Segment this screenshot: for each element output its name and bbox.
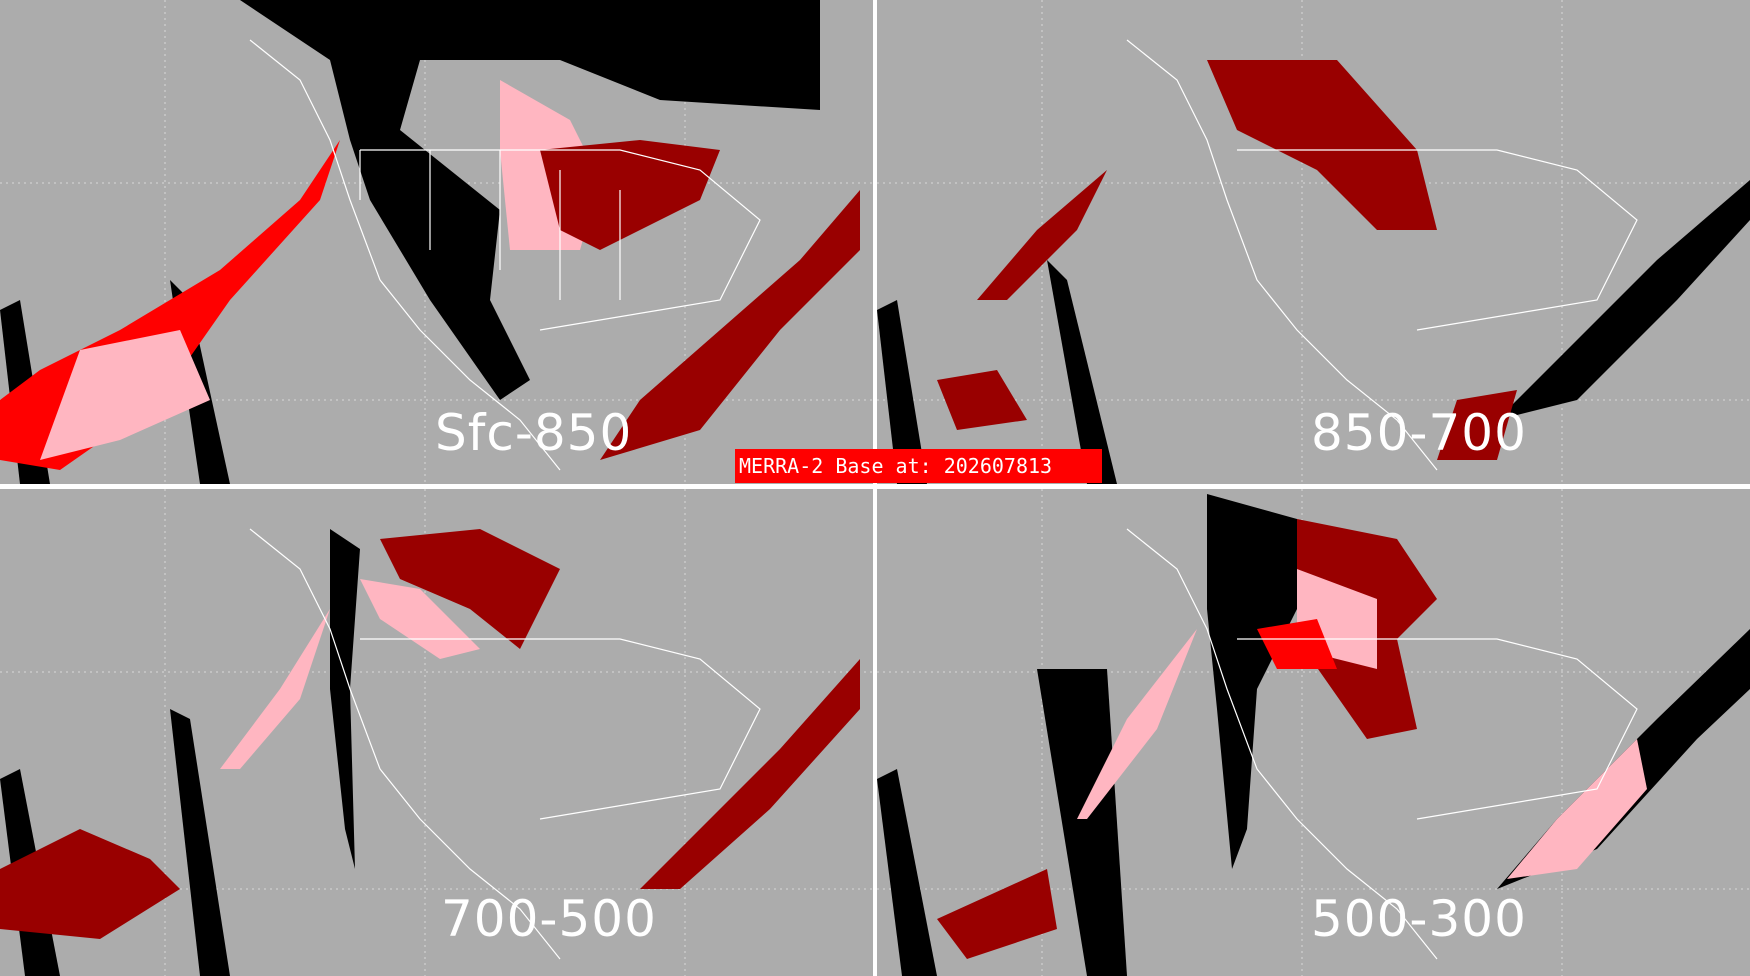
coastlines [1126, 39, 1638, 471]
panel-label: Sfc-850 [435, 404, 633, 462]
map-850-700 [877, 0, 1750, 484]
coastlines [1126, 528, 1638, 960]
no-data-swath [877, 769, 937, 976]
humidity-region [220, 609, 330, 769]
panel-700-500: 700-500 [0, 489, 873, 976]
humidity-region [937, 370, 1027, 430]
map-500-300 [877, 489, 1750, 976]
humidity-region [540, 140, 720, 250]
humidity-region [640, 659, 860, 889]
map-700-500 [0, 489, 873, 976]
panel-sfc-850: Sfc-850 [0, 0, 873, 484]
no-data-swath [170, 709, 230, 976]
humidity-region [977, 170, 1107, 300]
coastlines [249, 39, 761, 471]
humidity-region [937, 869, 1057, 959]
humidity-region [600, 190, 860, 460]
panel-850-700: 850-700 [877, 0, 1750, 484]
panel-divider-horizontal [0, 484, 1750, 489]
coastlines [249, 528, 761, 960]
humidity-region [1207, 60, 1437, 230]
humidity-region [40, 330, 210, 460]
humidity-region [1257, 619, 1337, 669]
humidity-region [380, 529, 560, 649]
date-banner: MERRA-2 Base at: 202607813 [735, 449, 1102, 483]
humidity-region [1507, 739, 1647, 879]
humidity-region [0, 829, 180, 939]
no-data-region [1207, 494, 1307, 869]
panel-500-300: 500-300 [877, 489, 1750, 976]
humidity-region [1077, 629, 1197, 819]
no-data-swath [330, 529, 360, 869]
no-data-swath [1037, 669, 1127, 976]
no-data-swath [1047, 260, 1117, 484]
panel-label: 850-700 [1311, 404, 1527, 462]
panel-label: 700-500 [441, 890, 657, 948]
panel-label: 500-300 [1311, 890, 1527, 948]
map-sfc-850 [0, 0, 873, 484]
no-data-swath [1497, 180, 1750, 420]
humidity-region [0, 140, 340, 470]
no-data-swath [877, 300, 927, 484]
humidity-region [1437, 390, 1517, 460]
no-data-region [240, 0, 820, 400]
